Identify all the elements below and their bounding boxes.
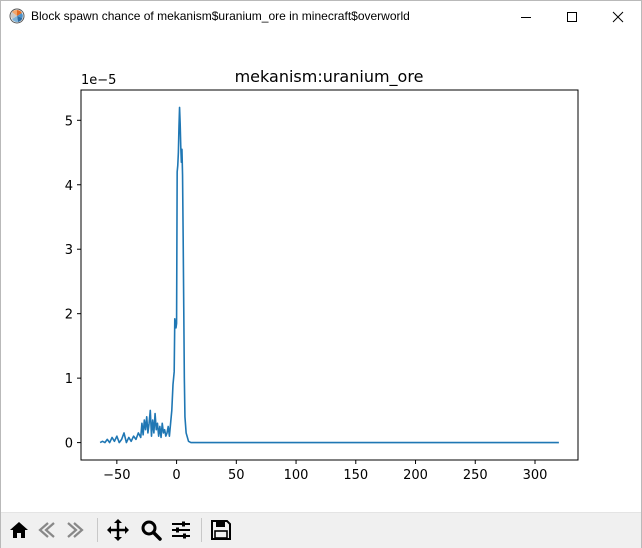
configure-subplots-button[interactable] — [168, 517, 194, 543]
x-tick-label: −50 — [103, 468, 130, 483]
maximize-icon — [567, 11, 577, 22]
plot-area — [80, 89, 579, 461]
y-tick-label: 5 — [65, 114, 73, 129]
navigation-toolbar — [1, 512, 641, 548]
pan-button[interactable] — [105, 517, 131, 543]
series-line — [99, 106, 559, 444]
y-offset-text: 1e−5 — [81, 73, 116, 88]
zoom-button[interactable] — [138, 517, 164, 543]
back-button[interactable] — [34, 517, 60, 543]
x-tick-label: 200 — [403, 468, 428, 483]
maximize-button[interactable] — [549, 1, 595, 32]
y-tick-label: 2 — [65, 308, 73, 323]
minimize-button[interactable] — [503, 1, 549, 32]
close-button[interactable] — [595, 1, 641, 32]
close-icon — [612, 11, 624, 22]
minimize-icon — [521, 16, 531, 18]
y-axis: 0 1 2 3 4 5 — [65, 114, 81, 452]
x-tick-label: 300 — [523, 468, 548, 483]
title-bar[interactable]: Block spawn chance of mekanism$uranium_o… — [1, 1, 641, 32]
zoom-icon — [141, 520, 162, 541]
y-tick-label: 0 — [65, 437, 73, 452]
back-arrow-icon — [38, 522, 55, 538]
x-tick-label: 50 — [228, 468, 245, 483]
toolbar-separator — [201, 518, 202, 542]
x-tick-label: 150 — [343, 468, 368, 483]
figure-canvas: mekanism:uranium_ore 1e−5 −50 0 50 100 150 20… — [1, 32, 641, 512]
x-tick-label: 250 — [463, 468, 488, 483]
toolbar-separator — [97, 518, 98, 542]
home-icon — [10, 522, 28, 538]
matplotlib-logo-icon — [9, 8, 25, 24]
forward-arrow-icon — [67, 522, 84, 538]
forward-button[interactable] — [62, 517, 88, 543]
home-button[interactable] — [6, 517, 32, 543]
y-tick-label: 1 — [65, 372, 73, 387]
window-title: Block spawn chance of mekanism$uranium_o… — [31, 9, 410, 23]
line-chart: mekanism:uranium_ore 1e−5 −50 0 50 100 150 20… — [65, 67, 579, 483]
y-tick-label: 3 — [65, 243, 73, 258]
y-tick-label: 4 — [65, 179, 73, 194]
x-axis: −50 0 50 100 150 200 250 300 — [103, 460, 547, 483]
chart-title: mekanism:uranium_ore — [235, 67, 424, 87]
pan-icon — [107, 519, 129, 541]
save-button[interactable] — [208, 517, 234, 543]
save-icon — [211, 520, 231, 540]
configure-subplots-icon — [172, 521, 190, 539]
x-tick-label: 100 — [284, 468, 309, 483]
x-tick-label: 0 — [172, 468, 180, 483]
